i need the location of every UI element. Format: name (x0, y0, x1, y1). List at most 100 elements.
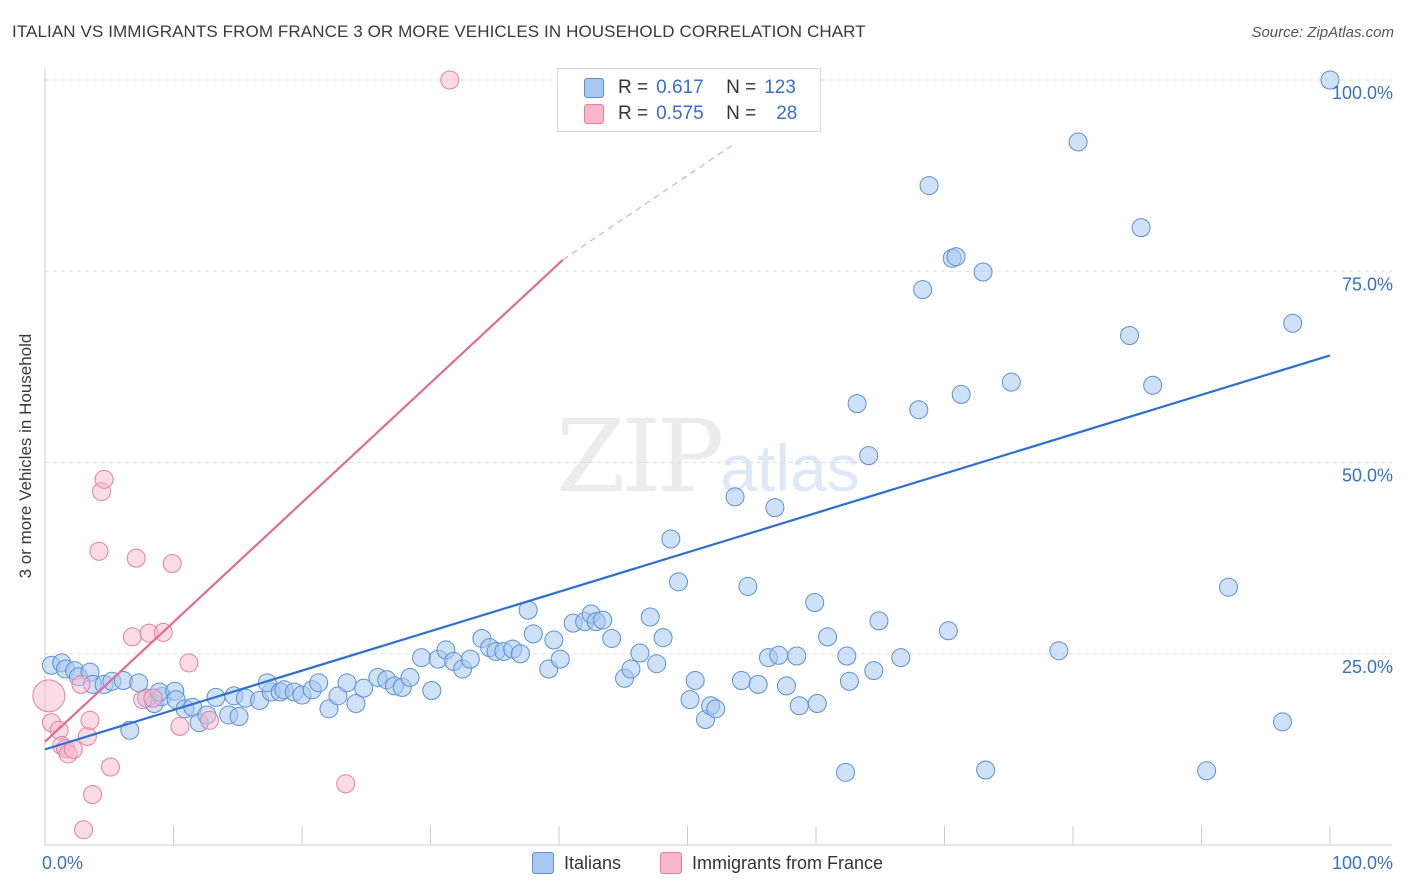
france-point (126, 548, 146, 568)
france-point (122, 627, 142, 647)
italians-point (951, 384, 971, 404)
france-point (101, 757, 121, 777)
bottom-legend-italians-label: Italians (564, 852, 622, 873)
france-point (162, 553, 182, 573)
italians-point (354, 678, 374, 698)
italians-point (973, 262, 993, 282)
italians-point (946, 247, 966, 267)
italians-point (864, 661, 884, 681)
legend-n-value: 28 (776, 103, 798, 124)
italians-point (919, 176, 939, 196)
bottom-swatch-pink (660, 852, 682, 874)
italians-point (1001, 372, 1021, 392)
italians-point (789, 696, 809, 716)
italians-point (640, 607, 660, 627)
italians-point (1068, 132, 1088, 152)
france-point (94, 469, 114, 489)
france-trend-extension (562, 144, 733, 261)
italians-point (725, 487, 745, 507)
italians-point (706, 699, 726, 719)
italians-point (510, 644, 530, 664)
italians-point (602, 628, 622, 648)
italians-point (523, 624, 543, 644)
france-point (179, 653, 199, 673)
italians-point (1197, 761, 1217, 781)
italians-point (680, 690, 700, 710)
italians-point (731, 671, 751, 691)
tick-labels: 25.0% 50.0% 75.0% 100.0% 0.0% 100.0% (42, 83, 1393, 873)
italians-point (309, 673, 329, 693)
italians-point (891, 648, 911, 668)
grid-lines (45, 79, 1392, 655)
italians-point (544, 630, 564, 650)
italians-point (847, 394, 867, 414)
france-point (336, 774, 356, 794)
watermark-zip: ZIP (556, 398, 724, 515)
italians-point (1320, 70, 1340, 90)
italians-point (776, 676, 796, 696)
france-point (32, 679, 66, 713)
italians-point (1272, 712, 1292, 732)
legend-swatch-blue (584, 78, 604, 98)
france-point (143, 688, 163, 708)
italians-point (422, 680, 442, 700)
italians-point (1049, 641, 1069, 661)
trend-lines (44, 144, 1331, 751)
legend-row-italians: R = 0.617 N = 123 (584, 76, 796, 100)
italians-point (818, 627, 838, 647)
italians-point (1120, 326, 1140, 346)
legend-n-value: 123 (764, 77, 796, 98)
italians-point (1283, 313, 1303, 333)
italians-point (669, 572, 689, 592)
italians-point (1143, 375, 1163, 395)
france-point (80, 710, 100, 730)
watermark: ZIPatlas (556, 398, 860, 515)
france-points (32, 70, 460, 840)
italians-point (647, 654, 667, 674)
italians-point (593, 610, 613, 630)
legend-r-value: 0.617 (656, 77, 704, 98)
italians-point (805, 592, 825, 612)
italians-point (550, 649, 570, 669)
italians-point (976, 760, 996, 780)
italians-point (685, 671, 705, 691)
france-point (71, 674, 91, 694)
legend-row-france: R = 0.575 N = 28 (584, 102, 797, 126)
italians-point (1218, 577, 1238, 597)
france-point (170, 716, 190, 736)
italians-trend-line (44, 354, 1331, 751)
bottom-legend-italians: Italians (532, 852, 621, 874)
italians-point (769, 645, 789, 665)
italians-point (765, 498, 785, 518)
chart-title: ITALIAN VS IMMIGRANTS FROM FRANCE 3 OR M… (12, 22, 866, 41)
italians-point (837, 646, 857, 666)
italians-point (839, 671, 859, 691)
bottom-legend: Italians Immigrants from France (0, 852, 1406, 878)
italians-point (787, 646, 807, 666)
legend-r-label: R = (618, 103, 649, 124)
italians-point (621, 659, 641, 679)
italians-point (653, 628, 673, 648)
italians-point (460, 649, 480, 669)
italians-point (400, 667, 420, 687)
italians-point (748, 674, 768, 694)
x-tick-label: 0.0% (42, 853, 83, 873)
italians-point (938, 621, 958, 641)
france-point (74, 820, 94, 840)
y-tick-label: 25.0% (1342, 657, 1393, 677)
france-point (199, 710, 219, 730)
italians-point (346, 693, 366, 713)
italians-point (909, 400, 929, 420)
italians-point (412, 648, 432, 668)
x-tick-label: 100.0% (1332, 853, 1393, 873)
italians-point (229, 706, 249, 726)
legend-n-label: N = (726, 103, 757, 124)
italians-point (337, 673, 357, 693)
france-point (89, 541, 109, 561)
italians-point (661, 529, 681, 549)
y-tick-label: 50.0% (1342, 466, 1393, 486)
source-label: Source: ZipAtlas.com (1251, 24, 1394, 41)
italians-point (1131, 218, 1151, 238)
italians-point (328, 686, 348, 706)
